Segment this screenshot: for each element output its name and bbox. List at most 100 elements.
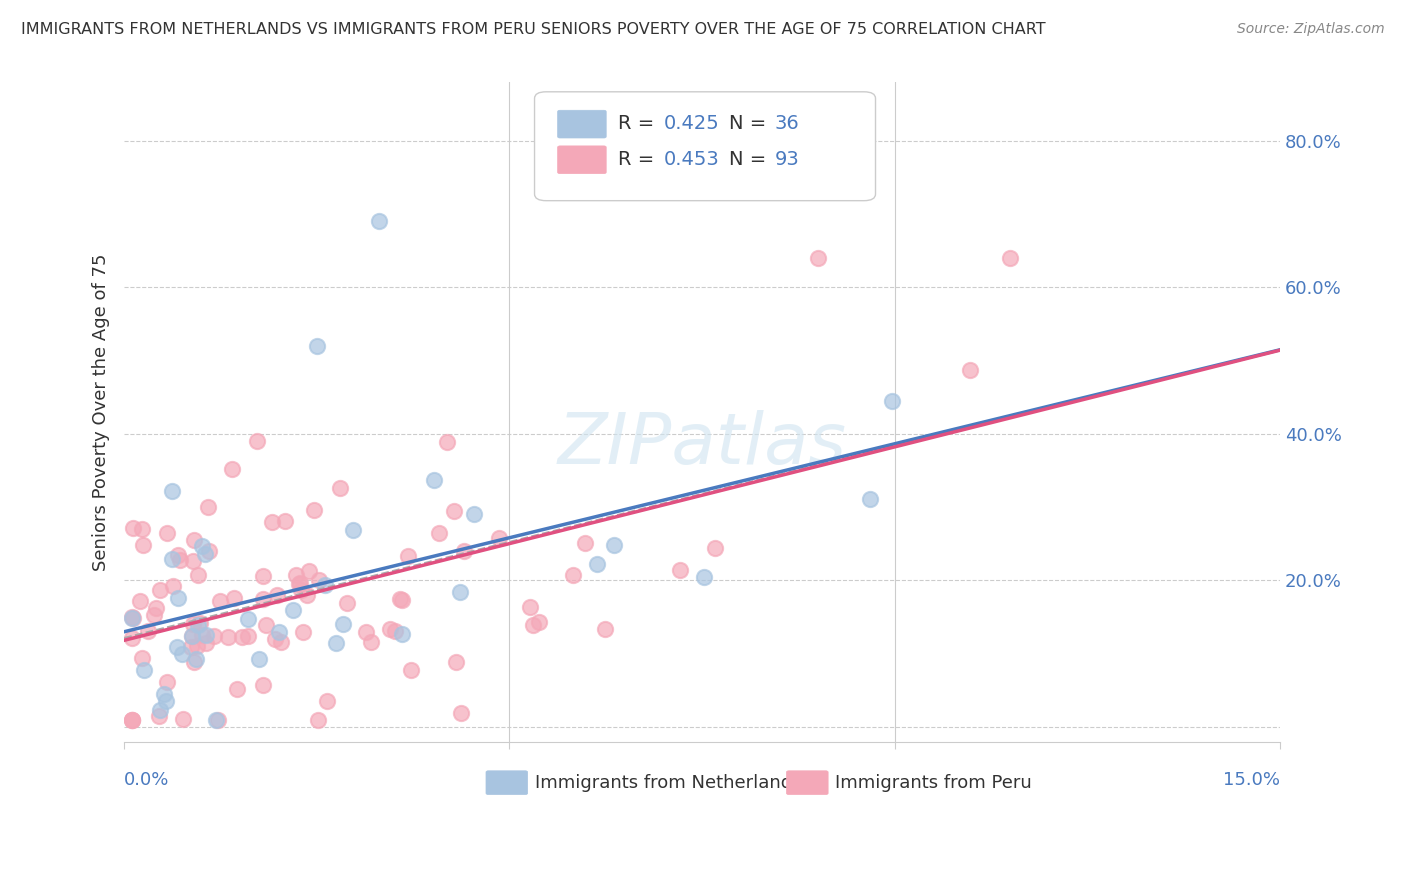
Point — [388, 592, 411, 607]
Point — [162, 579, 184, 593]
Point — [184, 652, 207, 666]
Point — [136, 624, 159, 638]
Point — [121, 713, 143, 727]
Text: 93: 93 — [775, 150, 800, 169]
Point — [156, 674, 179, 689]
Point — [574, 536, 596, 550]
Point — [131, 650, 153, 665]
Point — [156, 525, 179, 540]
Point — [703, 541, 725, 555]
Point — [522, 618, 544, 632]
Point — [449, 585, 471, 599]
Point — [155, 694, 177, 708]
Point — [180, 629, 202, 643]
Point — [252, 678, 274, 692]
Point — [122, 611, 145, 625]
Point — [129, 593, 152, 607]
Point — [162, 552, 184, 566]
Point — [197, 500, 219, 514]
Point — [264, 632, 287, 647]
Point — [252, 569, 274, 583]
Point — [181, 554, 204, 568]
Point — [336, 597, 359, 611]
Point — [190, 540, 212, 554]
Point — [959, 363, 981, 377]
Point — [195, 636, 218, 650]
Point — [527, 615, 550, 629]
Point — [423, 473, 446, 487]
Point — [121, 713, 143, 727]
Point — [180, 629, 202, 643]
Point — [595, 623, 617, 637]
Point — [305, 339, 328, 353]
Point — [882, 394, 904, 409]
Point — [427, 526, 450, 541]
Point — [367, 214, 389, 228]
Point — [266, 589, 288, 603]
Point — [188, 615, 211, 630]
Point — [187, 567, 209, 582]
Text: N =: N = — [728, 150, 772, 169]
Point — [307, 713, 329, 727]
Point — [238, 629, 260, 643]
Point — [436, 435, 458, 450]
Point — [172, 648, 194, 662]
Point — [488, 531, 510, 545]
Point — [453, 543, 475, 558]
Text: 15.0%: 15.0% — [1223, 772, 1279, 789]
Point — [209, 594, 232, 608]
Point — [181, 617, 204, 632]
Text: R =: R = — [617, 150, 661, 169]
Point — [315, 694, 337, 708]
Text: R =: R = — [617, 114, 661, 133]
Point — [463, 507, 485, 521]
Point — [153, 687, 176, 701]
FancyBboxPatch shape — [486, 771, 527, 795]
Point — [269, 625, 291, 640]
Point — [290, 582, 312, 597]
Point — [298, 564, 321, 578]
Point — [391, 627, 413, 641]
Point — [669, 563, 692, 577]
Point — [121, 713, 143, 727]
Point — [148, 709, 170, 723]
Point — [274, 515, 297, 529]
Point — [121, 521, 143, 535]
Point — [166, 640, 188, 654]
Point — [186, 640, 208, 654]
Point — [308, 573, 330, 587]
Point — [198, 544, 221, 558]
Y-axis label: Seniors Poverty Over the Age of 75: Seniors Poverty Over the Age of 75 — [93, 253, 110, 571]
Point — [246, 434, 269, 448]
Point — [391, 593, 413, 607]
Point — [807, 251, 830, 265]
Point — [190, 628, 212, 642]
Point — [288, 576, 311, 591]
Point — [260, 515, 283, 529]
Point — [380, 622, 402, 636]
Point — [121, 609, 143, 624]
FancyBboxPatch shape — [558, 146, 606, 174]
Point — [329, 481, 352, 495]
Point — [859, 491, 882, 506]
Text: ZIPatlas: ZIPatlas — [558, 410, 846, 479]
Point — [399, 663, 422, 677]
Point — [302, 503, 325, 517]
Point — [166, 591, 188, 605]
Point — [603, 537, 626, 551]
Point — [384, 624, 406, 638]
Point — [519, 600, 541, 615]
Point — [288, 577, 311, 591]
Point — [183, 533, 205, 547]
Point — [149, 583, 172, 598]
Point — [342, 524, 364, 538]
Point — [398, 549, 420, 564]
Point — [207, 713, 229, 727]
Point — [145, 600, 167, 615]
Point — [360, 634, 382, 648]
FancyBboxPatch shape — [534, 92, 876, 201]
Point — [444, 655, 467, 669]
Point — [202, 629, 225, 643]
Point — [162, 484, 184, 499]
Point — [354, 625, 377, 640]
